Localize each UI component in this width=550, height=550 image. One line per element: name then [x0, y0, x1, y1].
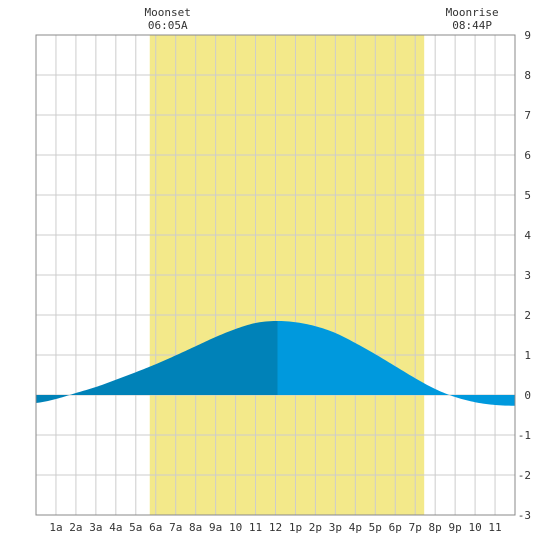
- tide-area-rising: [36, 320, 278, 403]
- plot-frame: [35, 34, 516, 516]
- x-tick-label: 4a: [109, 521, 122, 534]
- y-axis-tick-labels: -3 -2 -1 0 1 2 3 4 5 6 7 8 9: [518, 29, 532, 522]
- y-tick-label: -1: [518, 429, 531, 442]
- y-tick-label: -2: [518, 469, 531, 482]
- x-tick-label: 10: [229, 521, 242, 534]
- y-tick-label: 3: [524, 269, 531, 282]
- y-tick-label: -3: [518, 509, 531, 522]
- x-tick-label: 3a: [89, 521, 102, 534]
- y-tick-label: 1: [524, 349, 531, 362]
- x-tick-label: 1p: [289, 521, 302, 534]
- x-tick-label: 7a: [169, 521, 182, 534]
- x-tick-label: 12: [269, 521, 282, 534]
- y-tick-label: 8: [524, 69, 531, 82]
- x-tick-label: 10: [468, 521, 481, 534]
- x-tick-label: 7p: [409, 521, 422, 534]
- x-tick-label: 8a: [189, 521, 202, 534]
- x-tick-label: 8p: [429, 521, 442, 534]
- x-tick-label: 9p: [449, 521, 462, 534]
- x-tick-label: 11: [249, 521, 262, 534]
- grid-layer: [36, 34, 515, 516]
- moon-event-labels: Moonset 06:05A Moonrise 08:44P: [145, 6, 499, 32]
- x-tick-label: 5p: [369, 521, 382, 534]
- y-tick-label: 6: [524, 149, 531, 162]
- moonset-time: 06:05A: [148, 19, 188, 32]
- tide-area-falling: [277, 320, 515, 406]
- y-tick-label: 7: [524, 109, 531, 122]
- x-tick-label: 3p: [329, 521, 342, 534]
- x-axis-tick-labels: 1a 2a 3a 4a 5a 6a 7a 8a 9a 10 11 12 1p 2p 3p 4p 5p 6p 7p 8p…: [49, 521, 501, 534]
- x-tick-label: 9a: [209, 521, 222, 534]
- x-tick-label: 6p: [389, 521, 402, 534]
- x-tick-label: 2p: [309, 521, 322, 534]
- moonset-label: Moonset: [145, 6, 191, 19]
- x-tick-label: 2a: [69, 521, 82, 534]
- moonrise-label: Moonrise: [446, 6, 499, 19]
- y-tick-label: 0: [524, 389, 531, 402]
- y-tick-label: 9: [524, 29, 531, 42]
- plot-frame-layer: [35, 34, 516, 516]
- x-tick-label: 4p: [349, 521, 362, 534]
- x-tick-label: 1a: [49, 521, 62, 534]
- x-tick-label: 6a: [149, 521, 162, 534]
- y-tick-label: 5: [524, 189, 531, 202]
- x-tick-label: 5a: [129, 521, 142, 534]
- y-tick-label: 2: [524, 309, 531, 322]
- x-tick-label: 11: [488, 521, 501, 534]
- tide-area-layer: [36, 320, 515, 406]
- moonrise-time: 08:44P: [452, 19, 492, 32]
- y-tick-label: 4: [524, 229, 531, 242]
